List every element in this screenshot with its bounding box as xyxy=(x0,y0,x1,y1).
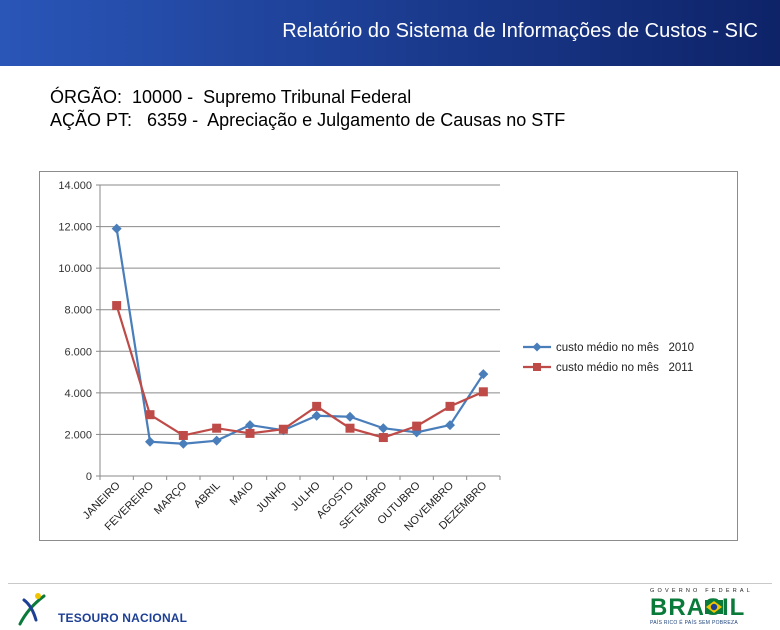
report-info: ÓRGÃO: 10000 - Supremo Tribunal Federal … xyxy=(50,86,565,132)
line-chart: 02.0004.0006.0008.00010.00012.00014.000 … xyxy=(58,180,694,534)
legend-marker xyxy=(533,363,541,371)
y-tick-label: 4.000 xyxy=(64,388,92,400)
tesouro-text: TESOURO NACIONAL xyxy=(58,611,188,625)
y-tick-label: 12.000 xyxy=(58,222,92,234)
y-tick-labels: 0 2.000 4.000 6.000 8.000 10.000 12.000 14.000 xyxy=(58,180,92,483)
orgao-label: ÓRGÃO: xyxy=(50,87,123,107)
data-point xyxy=(312,401,322,411)
data-point xyxy=(478,387,488,397)
y-tick-label: 2.000 xyxy=(64,429,92,441)
axes xyxy=(96,184,501,480)
governo-federal-text: GOVERNO FEDERAL xyxy=(650,588,754,594)
data-point xyxy=(445,420,455,431)
data-point xyxy=(445,401,455,411)
brasil-slogan: PAÍS RICO É PAÍS SEM POBREZA xyxy=(650,620,738,626)
chart-frame: 0 2.000 4.000 6.000 8.000 10.000 12.000 14.000 … xyxy=(39,171,738,541)
tesouro-emblem-icon xyxy=(18,593,46,626)
data-point xyxy=(412,421,422,431)
acao-row: AÇÃO PT: 6359 - Apreciação e Julgamento … xyxy=(50,109,565,132)
y-tick-label: 8.000 xyxy=(64,305,92,317)
y-tick-label: 10.000 xyxy=(58,263,92,275)
footer-divider xyxy=(8,583,772,584)
y-tick-label: 14.000 xyxy=(58,180,92,192)
brasil-flag-icon xyxy=(705,600,723,614)
data-point xyxy=(145,436,155,447)
data-point xyxy=(112,301,122,311)
x-tick-label: JUNHO xyxy=(254,479,290,515)
data-point xyxy=(245,428,255,438)
legend-label: custo médio no mês 2010 xyxy=(556,342,694,354)
header-bar: Relatório do Sistema de Informações de C… xyxy=(0,0,780,66)
acao-value: 6359 - Apreciação e Julgamento de Causas… xyxy=(147,110,566,130)
gridlines xyxy=(100,184,500,435)
x-tick-label: MAIO xyxy=(228,479,257,508)
data-point xyxy=(211,435,222,446)
y-tick-label: 0 xyxy=(86,471,92,483)
x-tick-label: MARÇO xyxy=(152,479,190,517)
data-point xyxy=(278,424,288,434)
governo-brasil-logo: GOVERNO FEDERAL BRASIL PAÍS RICO É PAÍS … xyxy=(650,588,765,628)
data-point xyxy=(212,423,222,433)
orgao-value: 10000 - Supremo Tribunal Federal xyxy=(132,87,412,107)
tesouro-nacional-logo: TESOURO NACIONAL xyxy=(14,590,214,628)
series-line xyxy=(115,305,484,439)
data-point xyxy=(145,410,155,420)
data-point xyxy=(178,430,188,440)
series-1 xyxy=(111,223,489,449)
series-line xyxy=(115,228,485,445)
legend-marker xyxy=(532,342,542,352)
data-point xyxy=(245,420,255,431)
data-point xyxy=(111,223,122,234)
data-point xyxy=(345,423,355,433)
data-point xyxy=(378,433,388,443)
data-point xyxy=(378,423,389,434)
report-title: Relatório do Sistema de Informações de C… xyxy=(282,20,758,42)
x-tick-label: ABRIL xyxy=(192,480,223,511)
data-point xyxy=(178,438,189,449)
series-2 xyxy=(112,301,488,443)
legend: custo médio no mês 2010 custo médio no mê… xyxy=(523,342,694,374)
series xyxy=(111,223,489,449)
data-point xyxy=(345,411,355,422)
y-tick-label: 6.000 xyxy=(64,346,92,358)
legend-label: custo médio no mês 2011 xyxy=(556,362,693,374)
orgao-row: ÓRGÃO: 10000 - Supremo Tribunal Federal xyxy=(50,86,565,109)
data-point xyxy=(478,369,489,380)
brasil-wordmark: BRASIL xyxy=(650,594,746,621)
acao-label: AÇÃO PT: xyxy=(50,110,133,130)
data-point xyxy=(311,410,322,421)
